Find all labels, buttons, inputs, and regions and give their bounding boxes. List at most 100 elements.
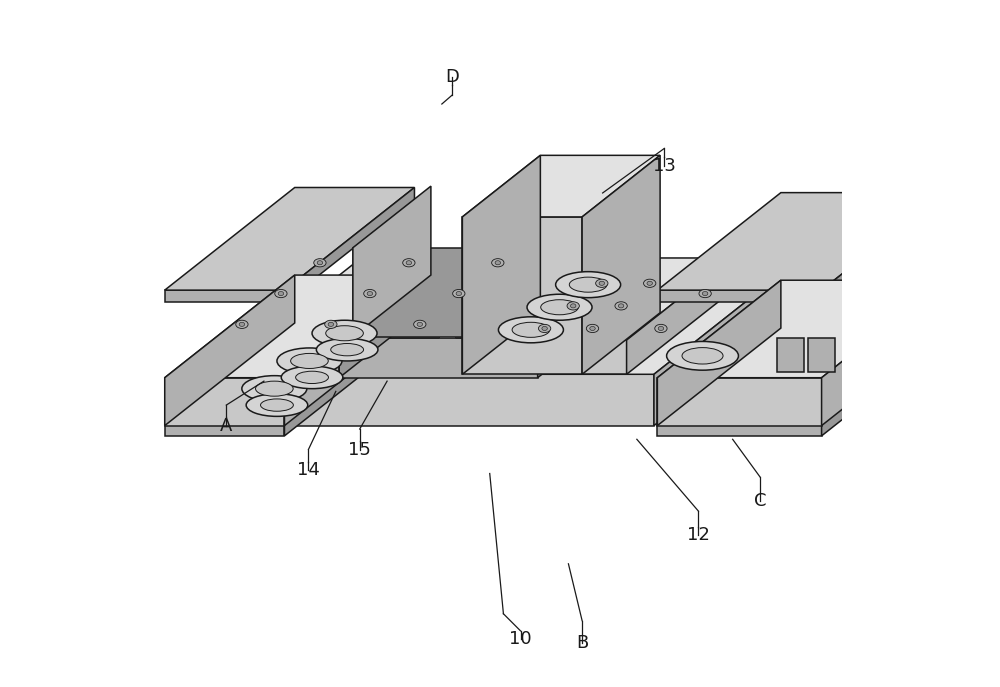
Ellipse shape	[403, 259, 415, 267]
Ellipse shape	[325, 320, 337, 328]
Ellipse shape	[541, 300, 578, 315]
Ellipse shape	[296, 371, 328, 383]
Text: 13: 13	[653, 157, 676, 174]
Ellipse shape	[291, 353, 328, 368]
Ellipse shape	[699, 289, 711, 297]
Ellipse shape	[590, 326, 595, 330]
Ellipse shape	[317, 260, 323, 264]
Bar	[541, 328, 558, 338]
Bar	[596, 295, 613, 305]
Ellipse shape	[406, 260, 412, 264]
Ellipse shape	[453, 289, 465, 297]
Ellipse shape	[316, 339, 378, 361]
Polygon shape	[353, 186, 431, 337]
Text: D: D	[445, 67, 459, 86]
Polygon shape	[257, 340, 627, 374]
Ellipse shape	[256, 381, 293, 396]
Ellipse shape	[615, 302, 627, 310]
Polygon shape	[808, 338, 835, 372]
Ellipse shape	[618, 304, 624, 308]
Ellipse shape	[556, 271, 621, 297]
Ellipse shape	[658, 326, 664, 330]
Ellipse shape	[417, 322, 423, 326]
Polygon shape	[462, 155, 660, 217]
Ellipse shape	[495, 260, 501, 264]
Ellipse shape	[596, 279, 608, 287]
Text: 12: 12	[687, 526, 710, 544]
Polygon shape	[657, 280, 945, 378]
Ellipse shape	[314, 259, 326, 267]
Text: A: A	[220, 416, 232, 435]
Polygon shape	[223, 374, 654, 426]
Polygon shape	[654, 277, 777, 426]
Polygon shape	[284, 275, 414, 426]
Ellipse shape	[246, 394, 308, 416]
Polygon shape	[657, 424, 822, 436]
Ellipse shape	[486, 311, 571, 345]
Ellipse shape	[236, 320, 248, 328]
Polygon shape	[524, 186, 602, 337]
Polygon shape	[165, 378, 284, 426]
Polygon shape	[284, 321, 414, 436]
Polygon shape	[284, 188, 414, 302]
Ellipse shape	[456, 291, 462, 295]
Polygon shape	[822, 280, 945, 426]
Polygon shape	[353, 248, 524, 337]
Ellipse shape	[599, 281, 605, 285]
Ellipse shape	[538, 324, 551, 333]
Ellipse shape	[326, 326, 363, 341]
Polygon shape	[339, 264, 433, 378]
Text: 14: 14	[297, 461, 320, 479]
Ellipse shape	[504, 319, 552, 338]
Polygon shape	[223, 277, 777, 374]
Text: 10: 10	[509, 630, 532, 648]
Polygon shape	[777, 338, 804, 372]
Polygon shape	[223, 277, 346, 426]
Polygon shape	[538, 264, 631, 378]
Ellipse shape	[364, 289, 376, 297]
Polygon shape	[462, 155, 540, 374]
Polygon shape	[627, 258, 731, 374]
Ellipse shape	[261, 399, 293, 412]
Polygon shape	[257, 258, 731, 340]
Polygon shape	[462, 217, 582, 374]
Ellipse shape	[281, 366, 343, 389]
Ellipse shape	[367, 291, 373, 295]
Ellipse shape	[275, 289, 287, 297]
Ellipse shape	[328, 322, 334, 326]
Polygon shape	[165, 275, 414, 378]
Polygon shape	[657, 290, 822, 302]
Polygon shape	[359, 280, 595, 332]
Ellipse shape	[277, 348, 342, 374]
Ellipse shape	[569, 277, 607, 292]
Ellipse shape	[702, 291, 708, 295]
Polygon shape	[165, 188, 414, 290]
Ellipse shape	[278, 291, 284, 295]
Ellipse shape	[414, 320, 426, 328]
Polygon shape	[339, 338, 538, 378]
Polygon shape	[657, 280, 781, 426]
Ellipse shape	[570, 304, 576, 308]
Polygon shape	[165, 290, 284, 302]
Polygon shape	[657, 326, 945, 424]
Ellipse shape	[512, 322, 550, 337]
Ellipse shape	[586, 324, 599, 333]
Ellipse shape	[331, 344, 364, 356]
Ellipse shape	[542, 326, 547, 330]
Polygon shape	[165, 321, 414, 424]
Polygon shape	[165, 275, 295, 426]
Ellipse shape	[242, 376, 307, 402]
Ellipse shape	[655, 324, 667, 333]
Ellipse shape	[647, 281, 652, 285]
Polygon shape	[339, 264, 631, 338]
Polygon shape	[657, 378, 822, 426]
Ellipse shape	[239, 322, 245, 326]
Text: B: B	[576, 634, 588, 652]
Polygon shape	[582, 155, 660, 374]
Polygon shape	[822, 192, 945, 302]
Ellipse shape	[667, 341, 738, 370]
Ellipse shape	[312, 320, 377, 346]
Ellipse shape	[492, 259, 504, 267]
Text: C: C	[754, 492, 766, 510]
Ellipse shape	[682, 348, 723, 364]
